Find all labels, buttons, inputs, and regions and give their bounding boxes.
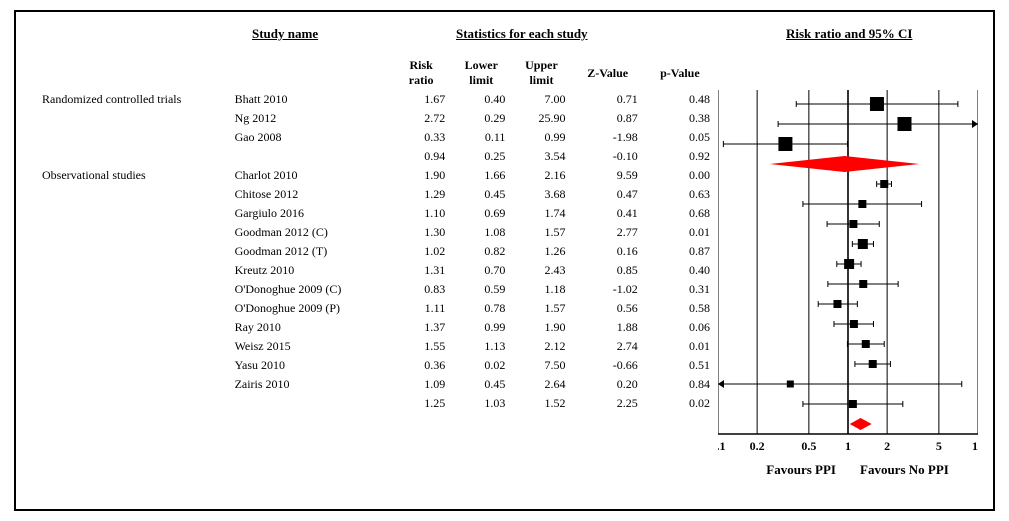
marker (787, 381, 794, 388)
table-row: Randomized controlled trialsBhatt 20101.… (36, 90, 716, 109)
tick-label: 1 (845, 439, 851, 453)
header-stats: Statistics for each study (456, 26, 588, 42)
col-upper: Upperlimit (511, 56, 571, 90)
summary-diamond (770, 156, 920, 172)
study-name: Weisz 2015 (229, 337, 391, 356)
study-name: Chitose 2012 (229, 185, 391, 204)
header-study: Study name (252, 26, 318, 42)
marker (859, 280, 867, 288)
col-lower: Lowerlimit (451, 56, 511, 90)
marker (897, 117, 911, 131)
study-name (229, 394, 391, 413)
table-row: Kreutz 20101.310.702.430.850.40 (36, 261, 716, 280)
marker (778, 137, 792, 151)
marker (862, 340, 870, 348)
tick-label: 2 (884, 439, 890, 453)
marker (870, 97, 884, 111)
table-row: O'Donoghue 2009 (P)1.110.781.570.560.58 (36, 299, 716, 318)
table-row: Ray 20101.370.991.901.880.06 (36, 318, 716, 337)
marker (858, 239, 868, 249)
table-row: O'Donoghue 2009 (C)0.830.591.18-1.020.31 (36, 280, 716, 299)
marker (849, 400, 857, 408)
favours-right: Favours No PPI (860, 462, 949, 477)
marker (849, 220, 857, 228)
marker (858, 200, 866, 208)
group-label: Observational studies (36, 166, 229, 185)
favours-left: Favours PPI (766, 462, 836, 477)
group-label: Randomized controlled trials (36, 90, 229, 109)
tick-label: 10 (972, 439, 978, 453)
col-risk_ratio: Riskratio (391, 56, 451, 90)
study-name (229, 147, 391, 166)
forest-svg: 0.1 0.2 0.5 1 2 5 10 Favours PPI Favours No PPI (718, 90, 978, 508)
table-row: Observational studiesCharlot 20101.901.6… (36, 166, 716, 185)
table-row: 0.940.253.54-0.100.92 (36, 147, 716, 166)
table-row: 1.251.031.522.250.02 (36, 394, 716, 413)
marker (844, 259, 854, 269)
table-row: Weisz 20151.551.132.122.740.01 (36, 337, 716, 356)
tick-label: 0.5 (801, 439, 816, 453)
study-name: Charlot 2010 (229, 166, 391, 185)
header-forest: Risk ratio and 95% CI (786, 26, 912, 42)
col-z: Z-Value (572, 56, 644, 90)
table-row: Goodman 2012 (C)1.301.081.572.770.01 (36, 223, 716, 242)
marker (833, 300, 841, 308)
study-name: Goodman 2012 (T) (229, 242, 391, 261)
forest-plot: 0.1 0.2 0.5 1 2 5 10 Favours PPI Favours No PPI (718, 90, 978, 500)
tick-label: 5 (936, 439, 942, 453)
table-row: Goodman 2012 (T)1.020.821.260.160.87 (36, 242, 716, 261)
study-name: Yasu 2010 (229, 356, 391, 375)
study-name: Ray 2010 (229, 318, 391, 337)
summary-diamond (850, 418, 872, 430)
table-row: Yasu 20100.360.027.50-0.660.51 (36, 356, 716, 375)
study-name: Bhatt 2010 (229, 90, 391, 109)
study-name: Kreutz 2010 (229, 261, 391, 280)
table-row: Zairis 20101.090.452.640.200.84 (36, 375, 716, 394)
table-row: Ng 20122.720.2925.900.870.38 (36, 109, 716, 128)
marker (869, 360, 877, 368)
marker (850, 320, 858, 328)
tick-label: 0.1 (718, 439, 726, 453)
study-name: Gargiulo 2016 (229, 204, 391, 223)
table-row: Gao 20080.330.110.99-1.980.05 (36, 128, 716, 147)
table-holder: RiskratioLowerlimitUpperlimitZ-Valuep-Va… (36, 56, 716, 413)
stats-table: RiskratioLowerlimitUpperlimitZ-Valuep-Va… (36, 56, 716, 413)
table-row: Gargiulo 20161.100.691.740.410.68 (36, 204, 716, 223)
study-name: O'Donoghue 2009 (C) (229, 280, 391, 299)
study-name: Goodman 2012 (C) (229, 223, 391, 242)
study-name: Zairis 2010 (229, 375, 391, 394)
tick-label: 0.2 (750, 439, 765, 453)
table-row: Chitose 20121.290.453.680.470.63 (36, 185, 716, 204)
study-name: Ng 2012 (229, 109, 391, 128)
marker (880, 180, 888, 188)
col-p: p-Value (644, 56, 716, 90)
study-name: O'Donoghue 2009 (P) (229, 299, 391, 318)
study-name: Gao 2008 (229, 128, 391, 147)
